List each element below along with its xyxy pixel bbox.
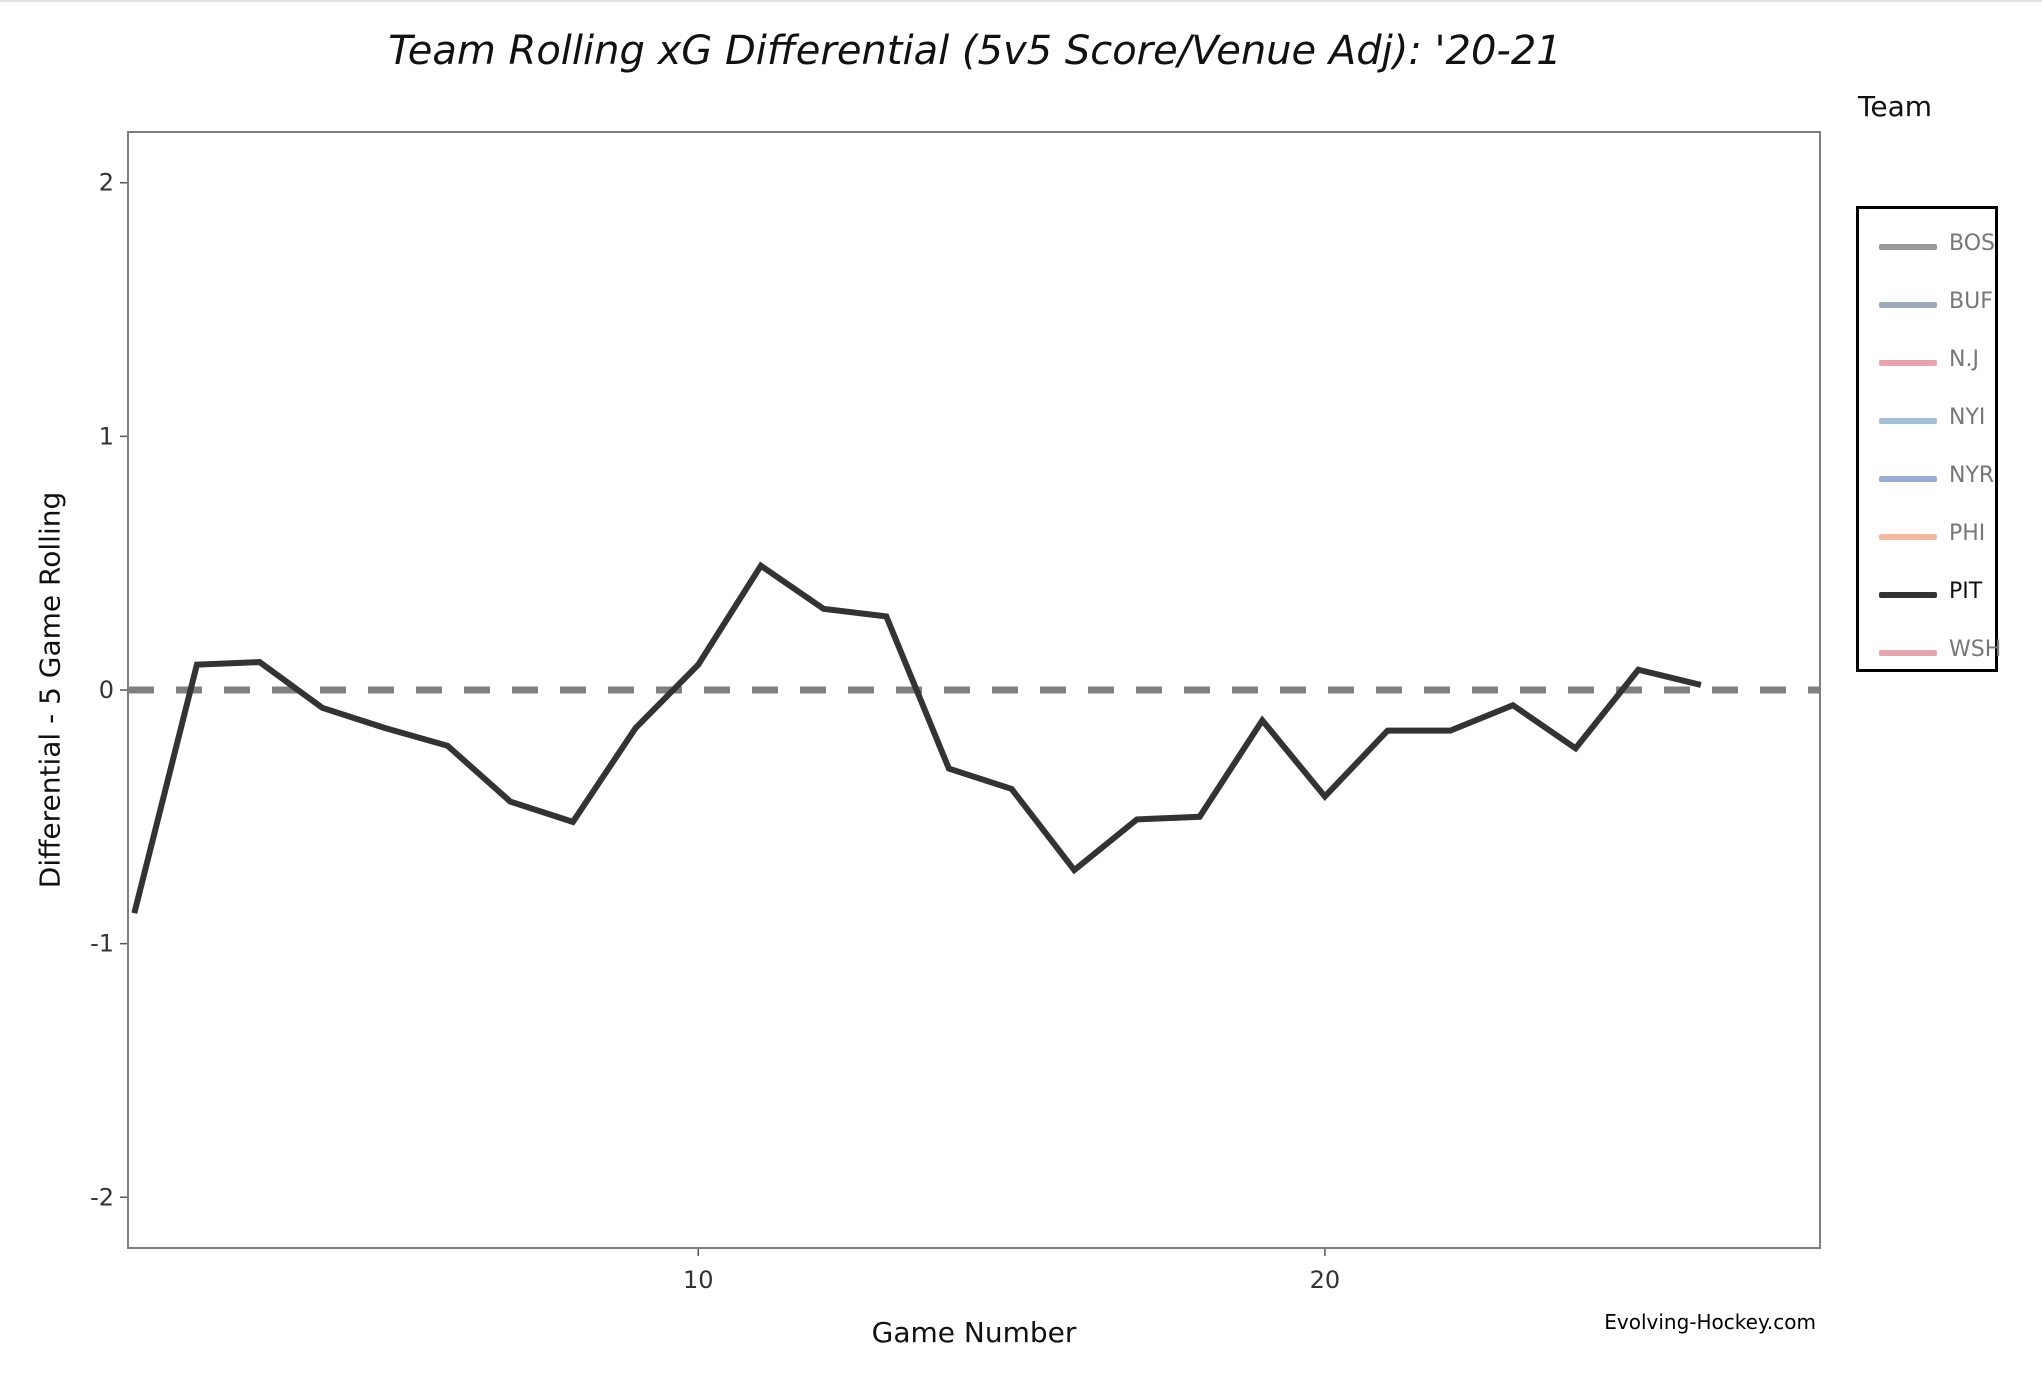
x-tick-label: 20 [1310, 1266, 1341, 1294]
legend-item-pit[interactable]: PIT [1869, 575, 1997, 615]
x-tick-label: 10 [683, 1266, 714, 1294]
legend-swatch-wsh [1879, 650, 1937, 656]
legend-label-buf: BUF [1949, 289, 1993, 314]
legend-item-nj[interactable]: N.J [1869, 343, 1997, 383]
legend-swatch-nyi [1879, 418, 1937, 424]
legend-item-bos[interactable]: BOS [1869, 227, 1997, 267]
legend-swatch-nyr [1879, 476, 1937, 482]
legend-swatch-buf [1879, 302, 1937, 308]
y-tick-label: 2 [99, 169, 114, 197]
legend-swatch-nj [1879, 360, 1937, 366]
y-tick-label: 1 [99, 422, 114, 450]
y-axis-label: Differential - 5 Game Rolling [33, 491, 67, 889]
y-tick-label: -2 [90, 1183, 114, 1211]
legend-label-nyi: NYI [1949, 405, 1986, 430]
legend-swatch-bos [1879, 244, 1937, 250]
axis-ticks: -2 -1 0 1 2 10 20 [90, 169, 1340, 1294]
legend-label-phi: PHI [1949, 521, 1986, 546]
series-layer [131, 561, 1702, 914]
chart-title: Team Rolling xG Differential (5v5 Score/… [388, 28, 1562, 74]
legend-label-nj: N.J [1949, 347, 1979, 372]
legend-swatch-phi [1879, 534, 1937, 540]
legend-item-phi[interactable]: PHI [1869, 517, 1997, 557]
legend-label-wsh: WSH [1949, 637, 2002, 662]
x-axis-label: Game Number [871, 1316, 1077, 1349]
source-credit: Evolving-Hockey.com [1604, 1310, 1816, 1334]
legend-label-bos: BOS [1949, 231, 1995, 256]
legend-item-wsh[interactable]: WSH [1869, 633, 2001, 673]
legend-item-buf[interactable]: BUF [1869, 285, 1997, 325]
legend-swatch-pit [1879, 592, 1937, 598]
legend-title: Team [1858, 90, 1933, 123]
plot-frame [127, 131, 1821, 1249]
legend: BOS BUF N.J NYI NYR PHI PIT WSH [1856, 206, 2001, 673]
y-tick-label: 0 [99, 676, 114, 704]
legend-item-nyr[interactable]: NYR [1869, 459, 1997, 499]
legend-label-pit: PIT [1949, 579, 1983, 604]
top-border [0, 0, 2042, 2]
legend-item-nyi[interactable]: NYI [1869, 401, 1997, 441]
series-line-pit[interactable] [131, 561, 1702, 914]
y-tick-label: -1 [90, 930, 114, 958]
legend-label-nyr: NYR [1949, 463, 1995, 488]
